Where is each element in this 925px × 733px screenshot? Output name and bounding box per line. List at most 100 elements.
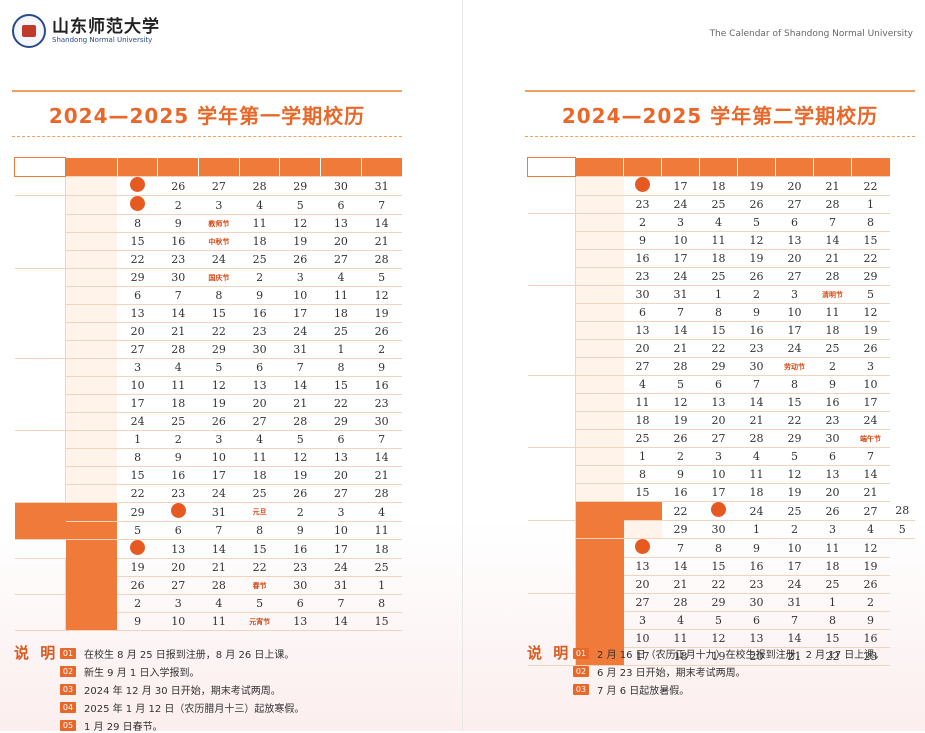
day-cell: 5 [889, 520, 915, 539]
day-cell: 21 [851, 483, 890, 502]
day-cell: 23 [239, 322, 280, 341]
circled-day [635, 177, 650, 192]
day-cell: 19 [361, 304, 402, 323]
day-cell: 21 [661, 339, 700, 358]
day-cell: 9 [813, 375, 852, 394]
day-cell: 28 [661, 593, 700, 612]
day-cell: 27 [198, 176, 240, 196]
vacation-label [65, 539, 118, 631]
note-number-badge: 03 [573, 684, 589, 695]
month-label [527, 213, 576, 286]
day-cell: 21 [737, 411, 776, 430]
week-number [65, 286, 118, 305]
day-cell: 4 [851, 520, 890, 539]
day-cell: 5 [851, 285, 890, 304]
day-cell: 9 [157, 448, 199, 467]
day-cell: 14 [775, 629, 814, 648]
day-cell: 29 [699, 357, 738, 376]
day-cell: 18 [320, 304, 362, 323]
day-cell: 13 [117, 304, 158, 323]
week-row: 10 11 12 13 14 15 16 [528, 629, 916, 648]
holiday-label: 端午节 [851, 429, 890, 448]
day-cell: 21 [361, 466, 402, 485]
day-cell: 25 [699, 195, 738, 214]
vacation-label [575, 538, 624, 666]
day-cell: 31 [279, 340, 321, 359]
day-cell: 6 [157, 521, 199, 540]
day-cell: 5 [661, 375, 700, 394]
day-cell: 21 [813, 176, 852, 196]
day-cell: 11 [661, 629, 700, 648]
day-cell: 23 [851, 647, 890, 666]
day-cell: 15 [361, 612, 402, 631]
day-cell: 26 [361, 322, 402, 341]
day-cell: 25 [239, 484, 280, 503]
day-cell: 29 [699, 593, 738, 612]
column-header [575, 157, 624, 177]
week-row: 15 16 17 18 19 20 21 [528, 483, 916, 502]
week-number [65, 176, 118, 196]
day-cell: 7 [813, 213, 852, 232]
day-cell: 10 [775, 303, 814, 322]
day-cell: 31 [661, 285, 700, 304]
day-cell: 16 [239, 304, 280, 323]
day-cell: 11 [239, 448, 280, 467]
column-header [65, 157, 118, 177]
day-cell: 14 [813, 231, 852, 250]
week-number [65, 358, 118, 377]
day-cell: 27 [775, 267, 814, 286]
day-cell: 2 [157, 195, 199, 215]
holiday-label: 教师节 [198, 214, 240, 233]
day-cell: 8 [699, 303, 738, 322]
day-cell: 3 [198, 195, 240, 215]
day-cell: 8 [198, 286, 240, 305]
circled-day [130, 177, 146, 192]
day-cell: 31 [198, 502, 240, 522]
day-cell: 12 [699, 629, 738, 648]
week-number [575, 321, 624, 340]
note-item: 03 7 月 6 日起放暑假。 [573, 682, 689, 697]
day-cell: 20 [623, 575, 662, 594]
year-header [527, 157, 576, 177]
day-cell: 12 [198, 376, 240, 395]
day-cell: 5 [737, 213, 776, 232]
day-cell: 4 [737, 447, 776, 466]
day-cell: 25 [239, 250, 280, 269]
day-cell: 2 [361, 340, 402, 359]
day-cell: 12 [661, 393, 700, 412]
day-cell: 27 [623, 357, 662, 376]
semester-1-title: 2024—2025 学年第一学期校历 [48, 103, 366, 128]
week-row: 29 31 元旦 2 3 4 [14, 502, 402, 540]
day-cell: 16 [851, 629, 890, 648]
day-cell: 14 [661, 321, 700, 340]
day-cell: 5 [279, 195, 321, 215]
day-cell: 9 [661, 465, 700, 484]
note-text: 2 月 16 日（农历正月十九）在校生报到注册，2 月 17 日上课。 [597, 650, 885, 661]
day-cell: 22 [813, 647, 852, 666]
day-cell: 16 [279, 539, 321, 559]
day-cell: 17 [198, 466, 240, 485]
day-cell: 21 [198, 558, 240, 577]
day-cell: 21 [279, 394, 321, 413]
month-label [14, 358, 67, 431]
week-row: 8 9 10 11 12 13 14 [15, 448, 402, 467]
day-cell: 26 [851, 339, 890, 358]
day-cell: 2 [661, 447, 700, 466]
week-row: 7 8 9 10 11 12 [528, 538, 916, 666]
week-number [65, 448, 118, 467]
day-cell: 28 [737, 429, 776, 448]
day-cell: 6 [117, 286, 158, 305]
day-cell: 4 [239, 195, 280, 215]
week-number [623, 501, 662, 521]
week-row: 16 17 18 19 20 21 22 [528, 249, 916, 268]
week-number [65, 322, 118, 341]
week-number [65, 214, 118, 233]
day-cell: 14 [361, 448, 402, 467]
day-cell: 24 [320, 558, 362, 577]
week-row: 13 14 15 16 17 18 19 [528, 321, 916, 340]
week-row: 29 30 1 2 3 4 5 [527, 520, 915, 594]
day-cell: 13 [623, 321, 662, 340]
logo-text-en: Shandong Normal University [52, 36, 153, 44]
day-cell: 13 [813, 465, 852, 484]
note-number-badge: 02 [573, 666, 589, 677]
